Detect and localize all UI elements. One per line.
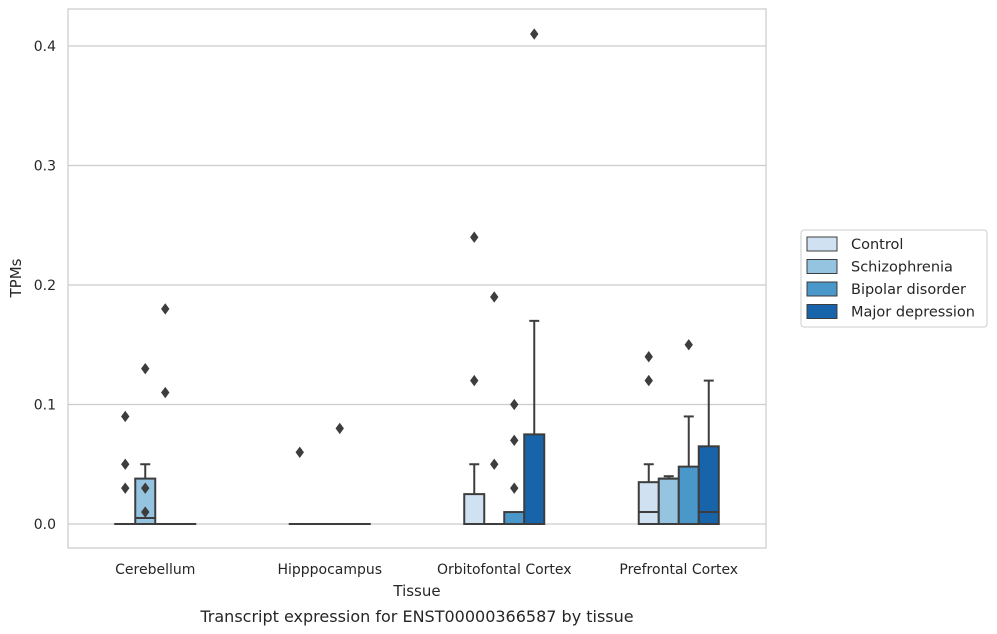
box-schizophrenia bbox=[134, 362, 157, 525]
box-body bbox=[637, 481, 660, 525]
legend-swatch bbox=[806, 236, 838, 252]
y-tick-label: 0.1 bbox=[34, 398, 56, 414]
outlier-point bbox=[470, 231, 479, 243]
box-body bbox=[463, 493, 486, 525]
outlier-point bbox=[470, 374, 479, 387]
legend-label: Bipolar disorder bbox=[851, 282, 966, 298]
outlier-point bbox=[335, 422, 344, 435]
x-ticks: Cerebellum Hipppocampus Orbitofontal Corte… bbox=[115, 562, 738, 578]
box-control bbox=[114, 410, 137, 526]
outlier-point bbox=[644, 374, 653, 387]
plot-frame bbox=[67, 8, 767, 549]
box-control bbox=[637, 351, 660, 525]
box-bipolar-disorder bbox=[503, 398, 526, 525]
outlier-point bbox=[161, 386, 170, 399]
outlier-point bbox=[161, 303, 170, 315]
chart-title: Transcript expression for ENST0000036658… bbox=[199, 607, 633, 626]
outlier-point bbox=[121, 410, 130, 423]
y-ticks: 0.0 0.1 0.2 0.3 0.4 bbox=[34, 39, 56, 533]
outlier-point bbox=[141, 506, 150, 518]
x-tick-label: Prefrontal Cortex bbox=[619, 562, 738, 578]
outlier-point bbox=[121, 482, 130, 494]
y-tick-label: 0.4 bbox=[34, 39, 56, 55]
x-tick-label: Cerebellum bbox=[115, 562, 195, 578]
outlier-point bbox=[121, 458, 130, 470]
outlier-point bbox=[490, 291, 499, 303]
box-bipolar-disorder bbox=[677, 339, 700, 526]
legend: Control Schizophrenia Bipolar disorder Majo… bbox=[800, 229, 988, 328]
outlier-point bbox=[510, 398, 519, 411]
box-bipolar-disorder bbox=[328, 422, 351, 526]
x-tick-label: Orbitofontal Cortex bbox=[437, 562, 572, 578]
box-body bbox=[523, 433, 546, 525]
legend-label: Schizophrenia bbox=[851, 260, 953, 276]
legend-label: Major depression bbox=[851, 305, 975, 321]
outlier-point bbox=[644, 351, 653, 363]
y-tick-label: 0.0 bbox=[34, 517, 56, 533]
legend-swatch bbox=[806, 281, 838, 297]
box-series bbox=[114, 28, 720, 526]
y-tick-label: 0.3 bbox=[34, 159, 56, 175]
legend-swatch bbox=[806, 259, 838, 274]
outlier-point bbox=[684, 339, 693, 351]
outlier-point bbox=[510, 482, 519, 494]
outlier-point bbox=[141, 482, 150, 494]
y-axis-label: TPMs bbox=[7, 258, 25, 298]
box-body bbox=[503, 511, 526, 525]
outlier-point bbox=[510, 434, 519, 447]
grid-lines bbox=[68, 45, 766, 525]
outlier-point bbox=[141, 362, 150, 375]
legend-label: Control bbox=[851, 237, 903, 253]
x-axis-label: Tissue bbox=[392, 582, 440, 600]
box-control bbox=[463, 231, 486, 525]
outlier-point bbox=[530, 28, 539, 40]
box-body bbox=[657, 477, 680, 525]
outlier-point bbox=[490, 458, 499, 470]
box-control bbox=[288, 446, 311, 526]
legend-frame bbox=[800, 229, 988, 328]
x-tick-label: Hipppocampus bbox=[277, 562, 382, 578]
box-body bbox=[134, 477, 157, 525]
box-body bbox=[677, 465, 700, 526]
legend-swatch bbox=[806, 304, 838, 319]
box-body bbox=[697, 445, 720, 526]
outlier-point bbox=[295, 446, 304, 458]
y-tick-label: 0.2 bbox=[34, 278, 56, 294]
box-major-depression bbox=[523, 28, 546, 525]
box-bipolar-disorder bbox=[154, 303, 177, 526]
box-schizophrenia bbox=[657, 475, 680, 525]
box-major-depression bbox=[697, 379, 720, 526]
box-schizophrenia bbox=[483, 291, 506, 526]
